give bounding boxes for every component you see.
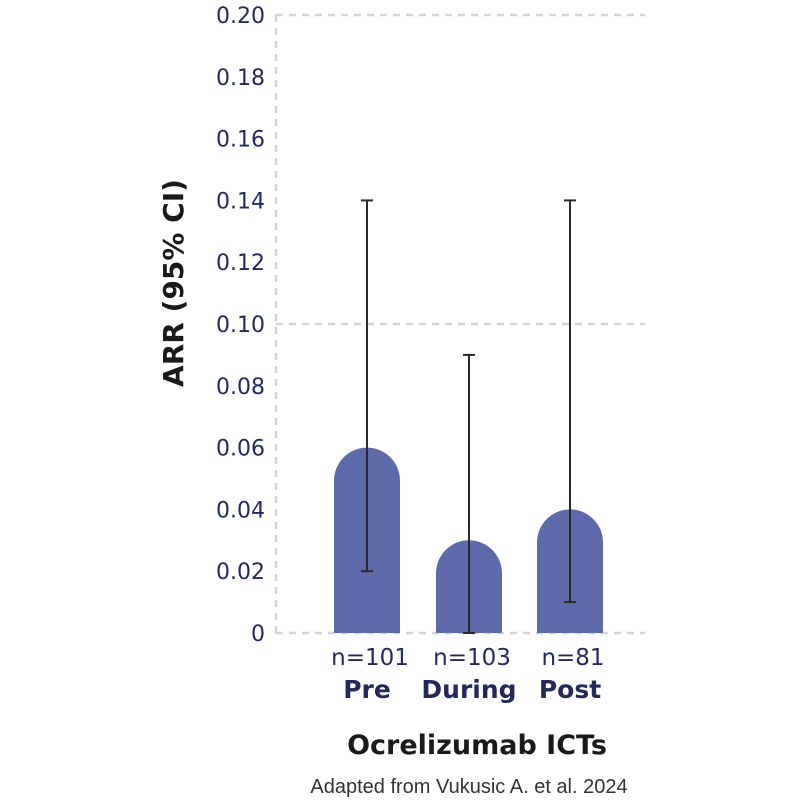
- n-label: n=81: [541, 645, 604, 671]
- error-bars: [361, 199, 576, 634]
- y-tick-label: 0.18: [216, 66, 265, 91]
- n-label: n=103: [433, 645, 511, 671]
- n-label: n=101: [331, 645, 409, 671]
- y-axis-ticks: 0 0.02 0.04 0.06 0.08 0.10 0.12 0.14 0.16 0.18 0.2…: [216, 4, 265, 647]
- source-note: Adapted from Vukusic A. et al. 2024: [310, 776, 627, 798]
- x-axis-labels: n=101 Pre n=103 During n=81 Post: [331, 645, 604, 704]
- category-label: Pre: [343, 675, 391, 704]
- y-tick-label: 0.14: [216, 189, 265, 214]
- y-tick-label: 0: [251, 622, 265, 647]
- y-tick-label: 0.08: [216, 375, 265, 400]
- category-label: Post: [539, 675, 601, 704]
- y-axis-label: ARR (95% CI): [157, 179, 190, 387]
- category-label: During: [421, 675, 516, 704]
- y-tick-label: 0.16: [216, 128, 265, 153]
- y-tick-label: 0.10: [216, 313, 265, 338]
- y-tick-label: 0.04: [216, 498, 265, 523]
- x-axis-title: Ocrelizumab ICTs: [347, 730, 607, 761]
- y-tick-label: 0.06: [216, 437, 265, 462]
- y-tick-label: 0.20: [216, 4, 265, 29]
- y-tick-label: 0.12: [216, 251, 265, 276]
- y-tick-label: 0.02: [216, 560, 265, 585]
